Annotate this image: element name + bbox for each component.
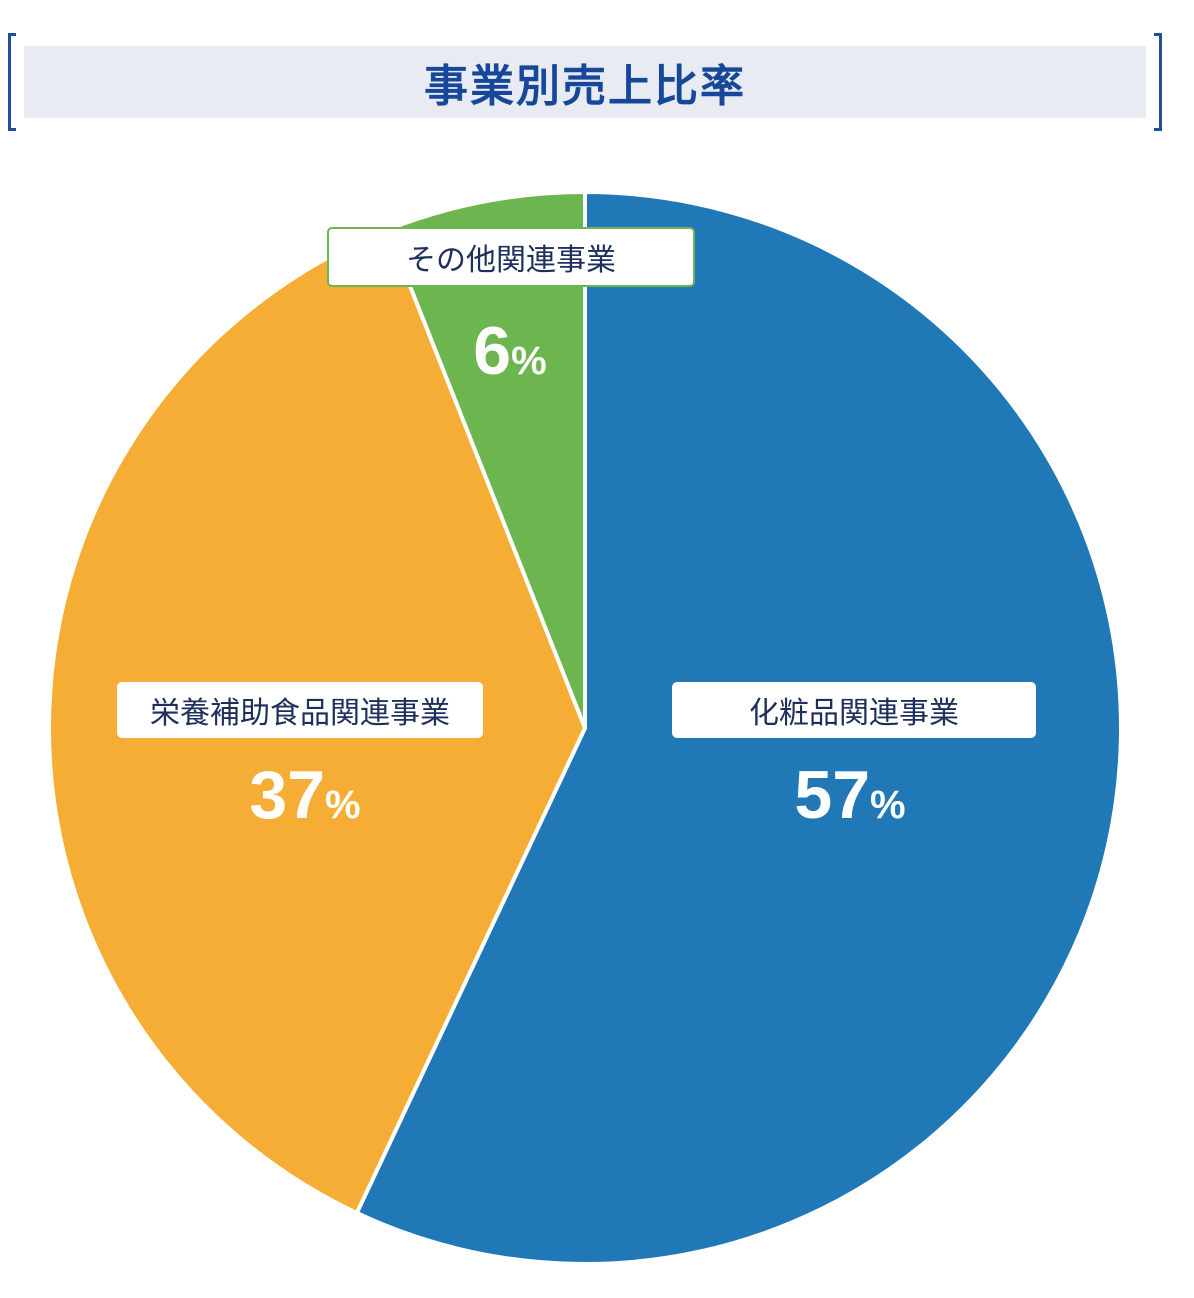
slice-label-supplement: 栄養補助食品関連事業 — [117, 682, 483, 738]
slice-value-supplement-number: 37 — [249, 757, 326, 833]
slice-value-cosmetics: 57% — [745, 756, 955, 834]
left-bracket — [8, 33, 16, 131]
slice-value-other-number: 6 — [473, 313, 512, 389]
slice-value-supplement: 37% — [200, 756, 410, 834]
slice-value-other: 6% — [430, 312, 590, 390]
slice-label-cosmetics-text: 化粧品関連事業 — [749, 696, 959, 731]
pie-slice-other — [385, 190, 587, 730]
chart-title: 事業別売上比率 — [424, 61, 746, 112]
slice-label-other-text: その他関連事業 — [406, 243, 616, 278]
slice-label-other: その他関連事業 — [327, 227, 695, 287]
slice-value-cosmetics-unit: % — [870, 783, 906, 827]
slice-value-other-unit: % — [511, 339, 547, 383]
chart-title-banner: 事業別売上比率 — [8, 33, 1162, 131]
slice-label-cosmetics: 化粧品関連事業 — [672, 682, 1036, 738]
title-bar: 事業別売上比率 — [24, 46, 1146, 118]
slice-label-supplement-text: 栄養補助食品関連事業 — [150, 696, 450, 731]
slice-value-cosmetics-number: 57 — [794, 757, 871, 833]
right-bracket — [1154, 33, 1162, 131]
slice-value-supplement-unit: % — [325, 783, 361, 827]
